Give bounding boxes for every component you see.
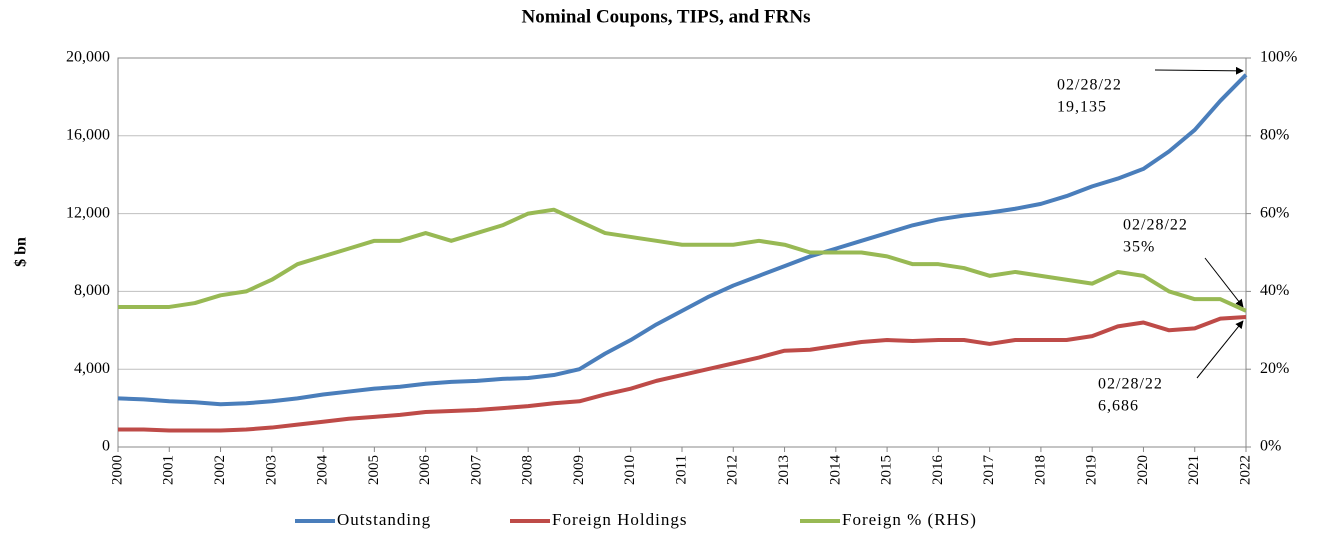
x-tick-label: 2010 [622, 455, 638, 485]
y-tick-label: 0 [102, 438, 110, 455]
x-tick-label: 2019 [1084, 455, 1100, 485]
y2-tick-label: 40% [1260, 282, 1289, 299]
x-tick-label: 2012 [725, 455, 741, 485]
x-tick-label: 2003 [263, 455, 279, 485]
x-tick-label: 2002 [212, 455, 228, 485]
y2-tick-label: 20% [1260, 360, 1289, 377]
y2-tick-label: 100% [1260, 49, 1297, 66]
annotation: 19,135 [1057, 99, 1107, 116]
x-tick-label: 2018 [1032, 455, 1048, 485]
x-tick-label: 2017 [981, 455, 997, 486]
x-tick-label: 2022 [1237, 455, 1253, 485]
x-tick-label: 2000 [109, 455, 125, 485]
series-line [118, 207, 1247, 313]
legend-label: Foreign % (RHS) [842, 510, 977, 529]
x-tick-label: 2016 [930, 455, 946, 486]
x-tick-label: 2006 [417, 455, 433, 486]
legend-label: Outstanding [337, 510, 431, 529]
annotation-arrow [1154, 66, 1244, 75]
annotation-arrow [1196, 320, 1244, 379]
y2-tick-label: 0% [1260, 438, 1281, 455]
x-tick-label: 2011 [673, 455, 689, 484]
series-line [118, 314, 1247, 433]
y-tick-label: 8,000 [74, 282, 110, 299]
y2-tick-label: 60% [1260, 204, 1289, 221]
annotation: 6,686 [1098, 398, 1139, 415]
y2-tick-label: 80% [1260, 126, 1289, 143]
x-tick-label: 2021 [1186, 455, 1202, 485]
y-tick-label: 16,000 [66, 126, 110, 143]
legend-label: Foreign Holdings [552, 510, 687, 529]
x-tick-label: 2013 [776, 455, 792, 485]
y-tick-label: 4,000 [74, 360, 110, 377]
annotation: 02/28/22 [1098, 376, 1163, 393]
annotation: 35% [1123, 239, 1155, 256]
y-tick-label: 12,000 [66, 204, 110, 221]
x-tick-label: 2004 [315, 455, 331, 486]
chart-title: Nominal Coupons, TIPS, and FRNs [522, 6, 811, 27]
plot-border [117, 57, 1247, 448]
x-tick-label: 2020 [1135, 455, 1151, 485]
annotation: 02/28/22 [1057, 77, 1122, 94]
annotation: 02/28/22 [1123, 217, 1188, 234]
annotation-arrow [1204, 257, 1244, 308]
y-tick-label: 20,000 [66, 49, 110, 66]
x-tick-label: 2005 [366, 455, 382, 485]
series-line [117, 73, 1248, 407]
x-tick-label: 2001 [161, 455, 177, 485]
x-tick-label: 2007 [468, 455, 484, 486]
x-tick-label: 2015 [879, 455, 895, 485]
y-axis-label: $ bn [13, 237, 30, 267]
x-tick-label: 2009 [571, 455, 587, 485]
x-tick-label: 2014 [827, 455, 843, 486]
x-tick-label: 2008 [520, 455, 536, 485]
